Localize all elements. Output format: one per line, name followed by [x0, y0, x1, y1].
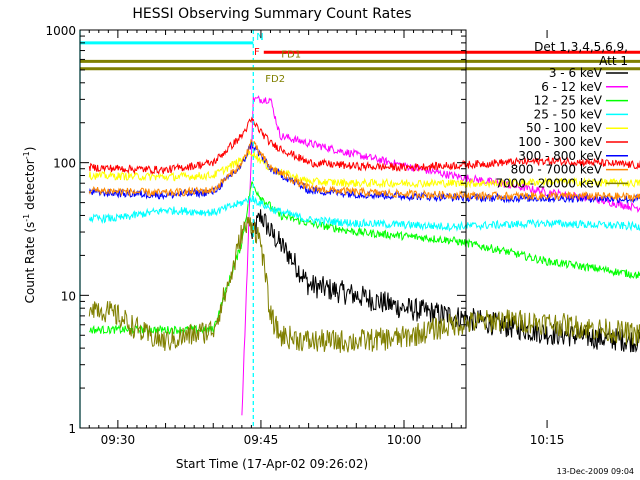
legend-label-6: 300 - 800 keV: [518, 149, 602, 163]
y-axis-label: Count Rate (s-1 detector-1): [22, 147, 37, 304]
legend-label-0: 3 - 6 keV: [549, 66, 603, 80]
legend-label-5: 100 - 300 keV: [518, 135, 602, 149]
attenuator-bars-layer: NF FD1 FD2: [80, 32, 640, 85]
y-axis-label-main: Count Rate (s: [23, 222, 37, 304]
plot-frame: [79, 29, 467, 429]
series-line-8: [88, 216, 640, 353]
legend-header-attenuator: Att 1: [599, 54, 628, 68]
attenuator-label-f: F: [254, 47, 260, 58]
x-tick-label-3: 10:15: [530, 433, 565, 447]
y-tick-label-3: 1000: [45, 24, 76, 38]
x-tick-label-0: 09:30: [101, 433, 136, 447]
attenuator-label-n: N: [256, 32, 263, 43]
y-tick-label-1: 10: [61, 289, 76, 303]
series-line-2: [89, 181, 640, 336]
y-tick-label-2: 100: [53, 157, 76, 171]
series-line-4: [88, 150, 640, 189]
series-line-5: [88, 116, 640, 175]
y-axis-label-sup1: -1: [22, 214, 31, 222]
attenuator-label-fd2: FD2: [265, 74, 285, 85]
attenuator-label-fd1: FD1: [281, 49, 301, 60]
y-axis-label-mid: detector: [23, 159, 37, 214]
x-tick-label-2: 10:00: [387, 433, 422, 447]
axis-ticks-layer: 09:3009:4510:0010:1510:3010:4511:0011010…: [45, 24, 565, 447]
legend-label-2: 12 - 25 keV: [534, 94, 603, 108]
legend-header-detectors: Det 1,3,4,5,6,9,: [534, 40, 628, 54]
series-line-3: [88, 194, 640, 232]
footer-date: 13-Dec-2009 09:04: [557, 467, 634, 476]
legend-label-8: 7000 - 20000 keV: [495, 176, 602, 190]
series-layer: [88, 95, 640, 416]
y-tick-label-0: 1: [68, 422, 76, 436]
legend-label-1: 6 - 12 keV: [541, 80, 603, 94]
chart-title: HESSI Observing Summary Count Rates: [132, 6, 411, 22]
legend-label-3: 25 - 50 keV: [534, 107, 603, 121]
legend-label-4: 50 - 100 keV: [526, 121, 603, 135]
y-axis-label-end: ): [23, 147, 37, 152]
series-line-7: [88, 138, 640, 203]
y-axis-label-sup2: -1: [22, 151, 31, 159]
legend-label-7: 800 - 7000 keV: [511, 163, 603, 177]
x-tick-label-1: 09:45: [244, 433, 279, 447]
x-axis-label: Start Time (17-Apr-02 09:26:02): [176, 457, 368, 471]
